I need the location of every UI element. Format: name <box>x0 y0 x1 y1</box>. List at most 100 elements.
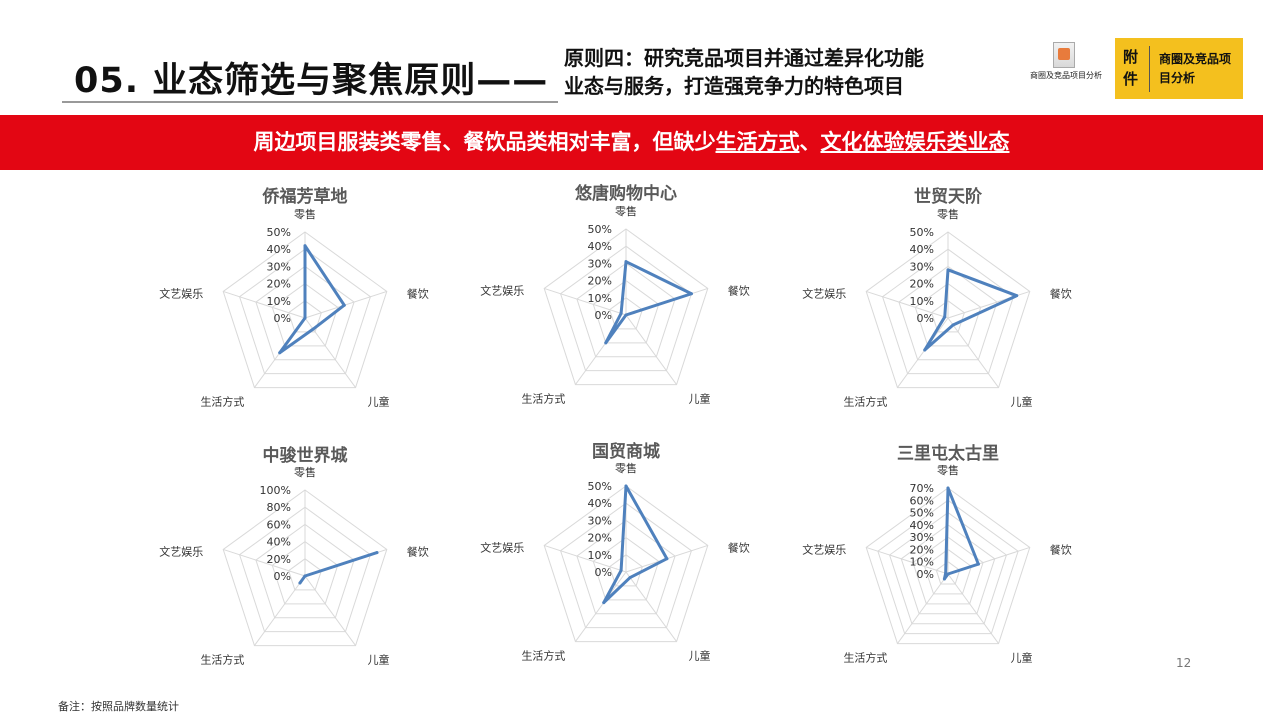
data-point <box>1015 294 1019 298</box>
tag-divider <box>1149 46 1150 92</box>
axis-label: 儿童 <box>1011 651 1033 665</box>
radar-series-line <box>602 484 669 605</box>
appendix-tag: 附件 商圈及竞品项目分析 <box>1115 38 1243 99</box>
radar-gridline <box>931 300 965 333</box>
radar-gridline <box>543 485 709 643</box>
radar-gridline <box>865 231 1031 389</box>
tick-label: 40% <box>910 519 934 532</box>
summary-banner: 周边项目服装类零售、餐饮品类相对丰富，但缺少生活方式、文化体验娱乐类业态 <box>0 115 1263 170</box>
radar-series-line <box>278 244 346 355</box>
tick-label: 20% <box>588 532 612 545</box>
data-point <box>944 571 948 575</box>
data-point <box>976 562 980 566</box>
axis-label: 生活方式 <box>200 653 244 667</box>
tick-label: 0% <box>274 570 291 583</box>
radar-spoke <box>947 573 999 644</box>
data-point <box>951 323 955 327</box>
radar-gridline <box>877 499 1019 635</box>
principle-line-1: 原则四：研究竞品项目并通过差异化功能 <box>564 46 924 70</box>
radar-gridline <box>238 248 372 375</box>
axis-label: 儿童 <box>689 649 711 663</box>
data-point <box>303 316 307 320</box>
tick-label: 10% <box>588 549 612 562</box>
data-point <box>375 551 379 555</box>
data-point <box>628 576 632 580</box>
report-link-label: 商圈及竞品项目分析 <box>1030 71 1102 80</box>
tick-label: 20% <box>267 553 291 566</box>
data-point <box>942 577 946 581</box>
data-point <box>604 341 608 345</box>
axis-label: 儿童 <box>689 392 711 406</box>
radar-gridline <box>865 487 1031 645</box>
radar-gridline <box>222 489 388 647</box>
axis-label: 文艺娱乐 <box>802 286 846 300</box>
data-point <box>303 574 307 578</box>
axis-label: 生活方式 <box>843 651 887 665</box>
axis-label: 生活方式 <box>521 649 565 663</box>
radar-gridline <box>592 536 660 601</box>
radar-gridline <box>271 282 339 347</box>
chart-title: 侨福芳草地 <box>262 186 348 207</box>
page-number: 12 <box>1176 656 1192 670</box>
data-point <box>311 327 315 331</box>
data-point <box>665 557 669 561</box>
axis-label: 文艺娱乐 <box>159 544 203 558</box>
radar-spoke <box>544 287 627 316</box>
axis-label: 文艺娱乐 <box>159 286 203 300</box>
radar-gridline <box>935 561 961 585</box>
data-point <box>943 315 947 319</box>
data-point <box>278 351 282 355</box>
radar-gridline <box>288 300 322 333</box>
banner-text-2: 、 <box>799 130 821 154</box>
radar-spoke <box>575 571 627 642</box>
data-point <box>946 268 950 272</box>
axis-label: 餐饮 <box>1050 286 1072 300</box>
axis-label: 生活方式 <box>521 392 565 406</box>
radar-series-line <box>923 268 1019 352</box>
data-point <box>624 484 628 488</box>
data-point <box>923 348 927 352</box>
axis-label: 餐饮 <box>728 540 750 554</box>
banner-text-1: 周边项目服装类零售、餐饮品类相对丰富，但缺少 <box>253 130 716 154</box>
radar-series-line <box>942 486 980 581</box>
tick-label: 10% <box>910 556 934 569</box>
data-point <box>946 486 950 490</box>
tick-label: 50% <box>910 507 934 520</box>
radar-spoke <box>625 314 677 385</box>
tick-label: 20% <box>588 275 612 288</box>
radar-spoke <box>544 544 627 573</box>
tick-label: 50% <box>588 223 612 236</box>
tick-label: 0% <box>595 309 612 322</box>
tick-label: 40% <box>910 243 934 256</box>
radar-spoke <box>866 290 949 319</box>
report-link[interactable]: 商圈及竞品项目分析 <box>1026 40 1106 96</box>
tick-label: 60% <box>267 518 291 531</box>
data-point <box>303 244 307 248</box>
tick-label: 40% <box>267 536 291 549</box>
axis-label: 生活方式 <box>843 395 887 409</box>
axis-label: 零售 <box>937 207 959 221</box>
banner-highlight-2: 文化体验娱乐类业态 <box>820 130 1010 154</box>
radar-gridline <box>914 282 982 347</box>
tick-label: 60% <box>910 494 934 507</box>
radar-spoke <box>223 548 306 577</box>
radar-gridline <box>559 245 693 372</box>
radar-series-line <box>298 551 379 585</box>
tick-label: 20% <box>267 278 291 291</box>
radar-spoke <box>223 290 306 319</box>
radar-gridline <box>900 524 996 615</box>
tick-label: 10% <box>588 292 612 305</box>
appendix-label: 附件 <box>1123 48 1139 88</box>
radar-gridline <box>255 523 355 619</box>
radar-gridline <box>576 262 676 358</box>
radar-gridline <box>288 558 322 591</box>
tick-label: 40% <box>588 497 612 510</box>
radar-spoke <box>866 546 949 575</box>
radar-spoke <box>625 571 677 642</box>
radar-gridline <box>924 548 972 595</box>
tick-label: 0% <box>917 312 934 325</box>
radar-spoke <box>947 317 999 388</box>
tick-label: 10% <box>267 295 291 308</box>
axis-label: 儿童 <box>1011 395 1033 409</box>
tick-label: 0% <box>917 568 934 581</box>
